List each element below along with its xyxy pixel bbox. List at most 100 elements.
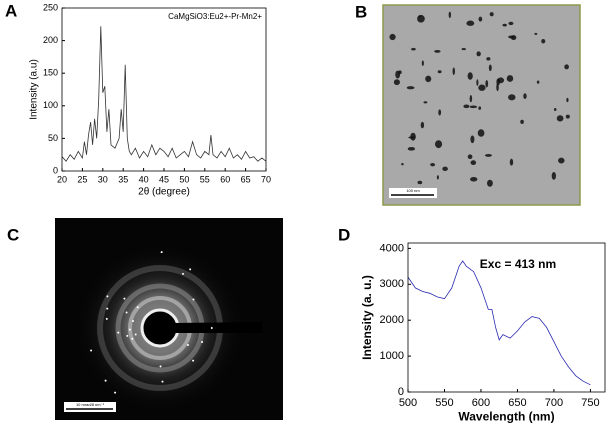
particle bbox=[434, 140, 443, 149]
y-tick-label: 4000 bbox=[380, 242, 404, 254]
spot bbox=[131, 337, 134, 340]
particle bbox=[470, 135, 475, 144]
particle bbox=[508, 21, 514, 26]
spot bbox=[160, 251, 163, 254]
y-axis-label: Intensity (a. u.) bbox=[360, 275, 374, 360]
particle bbox=[556, 115, 564, 122]
particle bbox=[438, 109, 442, 116]
particle bbox=[393, 79, 400, 86]
spot bbox=[126, 334, 129, 337]
particle bbox=[395, 70, 401, 79]
y-tick-label: 150 bbox=[43, 68, 58, 78]
particle bbox=[551, 172, 556, 180]
spot bbox=[136, 306, 139, 309]
legend-label: CaMgSiO3:Eu2+-Pr-Mn2+ bbox=[168, 12, 262, 21]
particle bbox=[417, 180, 423, 185]
particle bbox=[565, 114, 570, 119]
y-tick-label: 100 bbox=[43, 100, 58, 110]
particle bbox=[523, 93, 527, 100]
data-line bbox=[61, 26, 267, 162]
particle bbox=[476, 51, 481, 57]
x-tick-label: 35 bbox=[118, 174, 128, 184]
spot bbox=[192, 359, 195, 362]
particle bbox=[448, 11, 452, 19]
y-tick-label: 200 bbox=[43, 35, 58, 45]
spot bbox=[159, 365, 162, 368]
x-tick-label: 55 bbox=[200, 174, 210, 184]
spot bbox=[131, 320, 134, 323]
particle bbox=[436, 175, 439, 180]
x-tick-label: 50 bbox=[179, 174, 189, 184]
spot bbox=[161, 380, 164, 383]
particle bbox=[469, 105, 478, 109]
particle bbox=[421, 60, 424, 67]
x-tick-label: 45 bbox=[159, 174, 169, 184]
spot bbox=[104, 379, 107, 382]
particle bbox=[469, 94, 473, 103]
scale-label: 100 nm bbox=[406, 188, 420, 193]
spot bbox=[128, 328, 131, 331]
x-tick-label: 70 bbox=[261, 174, 271, 184]
spot bbox=[187, 344, 190, 347]
particle bbox=[553, 107, 557, 111]
particle bbox=[407, 147, 416, 151]
particle bbox=[502, 23, 507, 27]
particle bbox=[536, 80, 540, 84]
particle bbox=[420, 121, 425, 129]
particle bbox=[410, 132, 416, 141]
particle bbox=[467, 72, 473, 80]
particle bbox=[430, 163, 436, 167]
spot bbox=[123, 297, 126, 300]
particle bbox=[566, 97, 569, 103]
panel-label: D bbox=[338, 225, 350, 244]
x-axis-label: 2θ (degree) bbox=[138, 186, 190, 197]
panel-label: C bbox=[7, 225, 19, 244]
x-tick-label: 650 bbox=[508, 397, 526, 409]
particle bbox=[508, 94, 516, 101]
annotation: Exc = 413 nm bbox=[480, 257, 556, 271]
particle bbox=[417, 14, 425, 23]
x-tick-label: 40 bbox=[139, 174, 149, 184]
data-line bbox=[407, 260, 591, 386]
y-tick-label: 3000 bbox=[380, 278, 404, 290]
x-tick-label: 700 bbox=[545, 397, 563, 409]
spot bbox=[134, 333, 137, 336]
x-tick-label: 550 bbox=[435, 397, 453, 409]
particle bbox=[486, 57, 491, 61]
x-tick-label: 20 bbox=[57, 174, 67, 184]
scale-box bbox=[64, 402, 116, 412]
plot-frame bbox=[61, 7, 267, 172]
particle bbox=[476, 79, 479, 86]
particle bbox=[509, 158, 514, 166]
particle bbox=[489, 12, 494, 17]
y-tick-label: 250 bbox=[43, 2, 58, 12]
scale-box bbox=[389, 188, 437, 198]
particle bbox=[406, 86, 415, 90]
particle bbox=[520, 119, 524, 124]
particle bbox=[466, 20, 475, 26]
particle bbox=[564, 64, 569, 70]
particle bbox=[478, 106, 482, 110]
particle bbox=[467, 154, 473, 160]
y-axis-label: Intensity (a.u) bbox=[29, 59, 40, 120]
x-tick-label: 600 bbox=[472, 397, 490, 409]
spot bbox=[106, 307, 109, 310]
panel-label: A bbox=[5, 1, 17, 20]
diffraction-image: 10 mrad/8 nm⁻¹ bbox=[55, 218, 283, 420]
particle bbox=[470, 176, 478, 182]
particle bbox=[470, 160, 477, 166]
x-tick-label: 500 bbox=[399, 397, 417, 409]
y-tick-label: 0 bbox=[398, 386, 404, 398]
particle bbox=[506, 75, 514, 82]
particle bbox=[452, 67, 456, 76]
particle bbox=[487, 179, 493, 187]
spot bbox=[189, 268, 192, 271]
spot bbox=[105, 317, 108, 320]
x-axis-label: Wavelength (nm) bbox=[458, 409, 554, 423]
particle bbox=[541, 38, 546, 44]
x-tick-label: 30 bbox=[98, 174, 108, 184]
y-tick-label: 0 bbox=[53, 165, 58, 175]
spot bbox=[117, 331, 120, 334]
particle bbox=[477, 129, 485, 137]
